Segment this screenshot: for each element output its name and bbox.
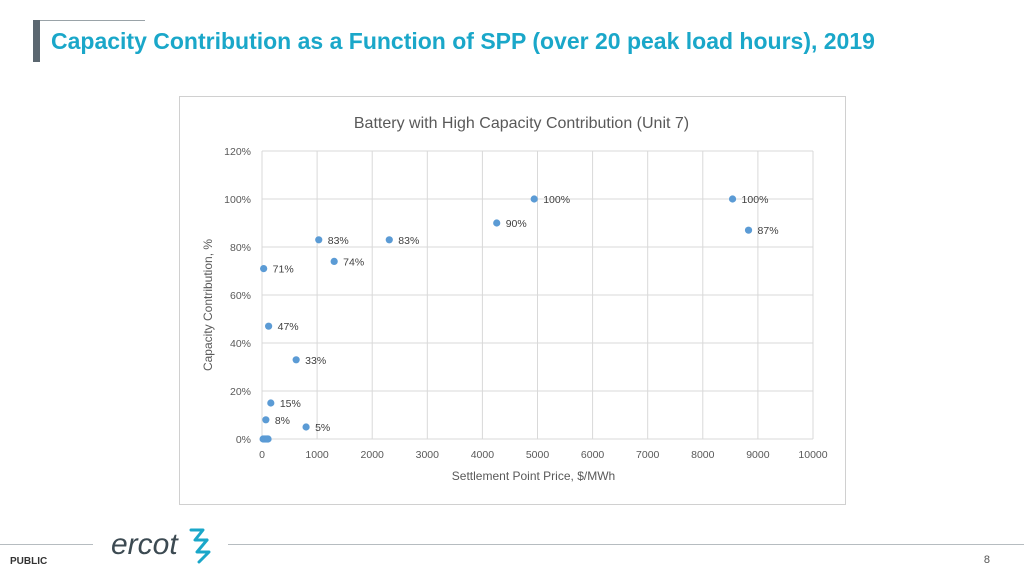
title-rule — [40, 20, 145, 21]
y-tick-label: 80% — [230, 242, 251, 254]
ercot-logo: ercot — [111, 528, 211, 564]
page-number: 8 — [983, 554, 990, 566]
logo-bolt-icon — [189, 528, 211, 564]
data-label: 8% — [275, 415, 290, 427]
data-point — [264, 435, 272, 443]
data-label: 15% — [280, 398, 301, 410]
data-point — [292, 356, 300, 364]
y-axis-label: Capacity Contribution, % — [201, 239, 215, 371]
x-tick-label: 5000 — [526, 449, 550, 461]
data-point — [385, 236, 393, 244]
data-label: 83% — [398, 235, 419, 247]
x-tick-label: 2000 — [361, 449, 385, 461]
y-tick-label: 0% — [236, 434, 251, 446]
data-point — [330, 257, 338, 265]
y-tick-label: 20% — [230, 386, 251, 398]
y-tick-label: 40% — [230, 338, 251, 350]
footer-classification: PUBLIC — [10, 556, 48, 567]
logo-text: ercot — [111, 528, 179, 561]
data-point — [265, 322, 273, 330]
title-accent-bar — [33, 20, 40, 62]
x-axis-label: Settlement Point Price, $/MWh — [452, 469, 615, 483]
data-label: 33% — [305, 355, 326, 367]
x-tick-label: 0 — [259, 449, 265, 461]
data-label: 5% — [315, 422, 330, 434]
footer-rule-right — [228, 544, 1024, 545]
x-tick-label: 8000 — [691, 449, 715, 461]
data-label: 71% — [273, 264, 294, 276]
scatter-chart: Battery with High Capacity Contribution … — [201, 115, 828, 483]
x-tick-label: 1000 — [305, 449, 329, 461]
data-label: 100% — [742, 194, 769, 206]
x-tick-label: 6000 — [581, 449, 605, 461]
chart-frame: Battery with High Capacity Contribution … — [179, 96, 846, 505]
data-point — [728, 195, 737, 203]
data-label: 74% — [343, 256, 364, 268]
data-point — [302, 423, 310, 431]
x-tick-label: 9000 — [746, 449, 770, 461]
data-point — [315, 236, 323, 244]
data-label: 47% — [278, 321, 299, 333]
data-point — [744, 226, 753, 234]
y-tick-label: 120% — [224, 146, 251, 158]
data-point — [262, 416, 270, 424]
footer-rule-left — [0, 544, 93, 545]
x-tick-label: 10000 — [798, 449, 827, 461]
data-point — [530, 195, 538, 203]
data-point — [493, 219, 501, 227]
x-tick-label: 4000 — [471, 449, 495, 461]
data-label: 90% — [506, 218, 527, 230]
x-tick-label: 3000 — [416, 449, 440, 461]
data-label: 83% — [328, 235, 349, 247]
y-tick-label: 60% — [230, 290, 251, 302]
chart-title: Battery with High Capacity Contribution … — [354, 115, 689, 132]
y-tick-label: 100% — [224, 194, 251, 206]
data-point — [267, 399, 275, 407]
slide-title: Capacity Contribution as a Function of S… — [51, 28, 875, 54]
data-label: 100% — [543, 194, 570, 206]
x-tick-label: 7000 — [636, 449, 660, 461]
data-label: 87% — [758, 225, 779, 237]
data-point — [260, 265, 268, 273]
